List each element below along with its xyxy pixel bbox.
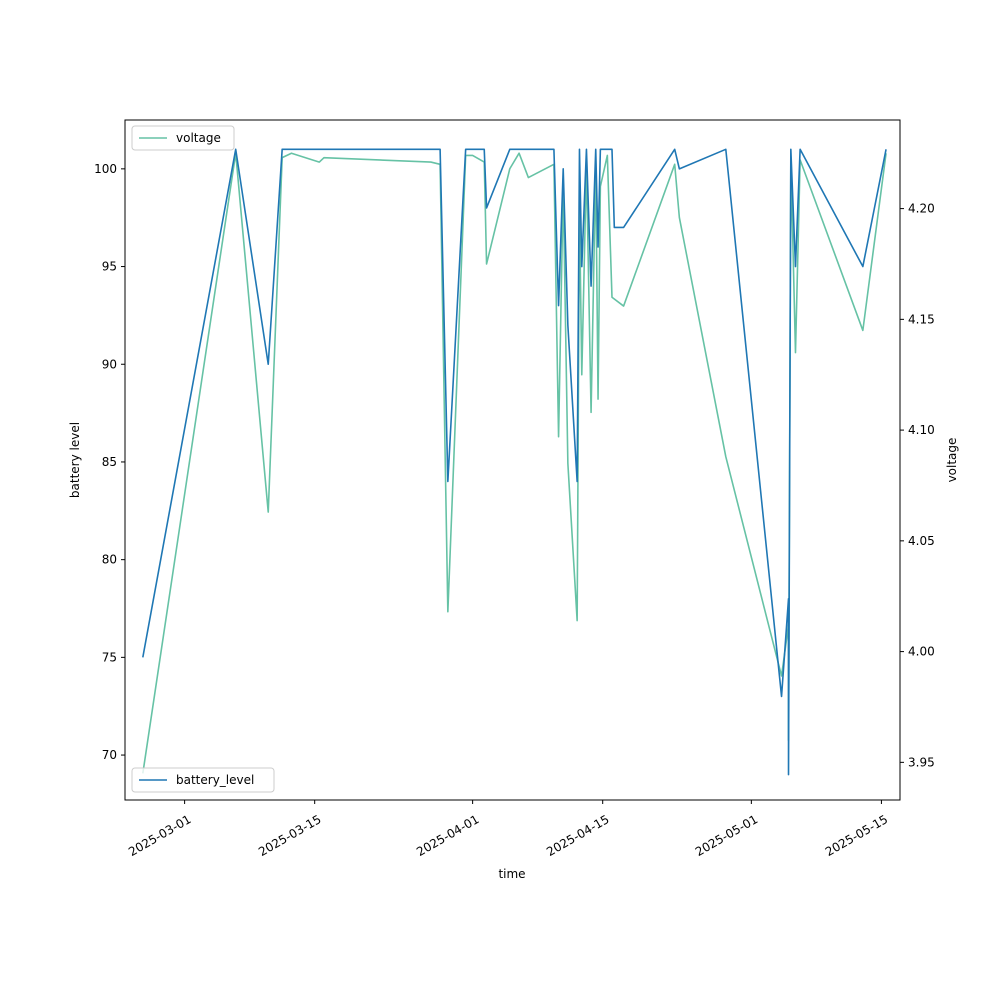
y-left-tick-label: 85	[102, 455, 117, 469]
legend-battery-level: battery_level	[131, 767, 275, 793]
y-left-tick-label: 75	[102, 650, 117, 664]
y-left-axis-label: battery level	[68, 422, 82, 498]
y-right-tick-label: 4.05	[908, 534, 935, 548]
y-left-tick-label: 90	[102, 357, 117, 371]
y-left-tick-label: 100	[94, 162, 117, 176]
y-right-tick-label: 4.15	[908, 312, 935, 326]
y-left-tick-label: 95	[102, 260, 117, 274]
legend-layer: voltage battery_level	[131, 125, 275, 793]
y-right-tick-label: 4.20	[908, 202, 935, 216]
legend-box	[131, 125, 235, 151]
legend-label: battery_level	[176, 773, 254, 787]
y-left-tick-label: 70	[102, 748, 117, 762]
y-right-tick-label: 4.00	[908, 645, 935, 659]
x-axis-label: time	[498, 867, 525, 881]
series-line-battery-level	[142, 148, 887, 776]
legend-label: voltage	[176, 131, 221, 145]
y-right-tick-label: 3.95	[908, 755, 935, 769]
legend-voltage: voltage	[131, 125, 235, 151]
series-line-voltage	[142, 152, 887, 774]
y-right-axis-label: voltage	[945, 438, 959, 483]
series-layer	[142, 148, 887, 776]
plot-frame	[124, 119, 901, 801]
y-left-tick-label: 80	[102, 553, 117, 567]
legend-box	[131, 767, 275, 793]
y-right-tick-label: 4.10	[908, 423, 935, 437]
